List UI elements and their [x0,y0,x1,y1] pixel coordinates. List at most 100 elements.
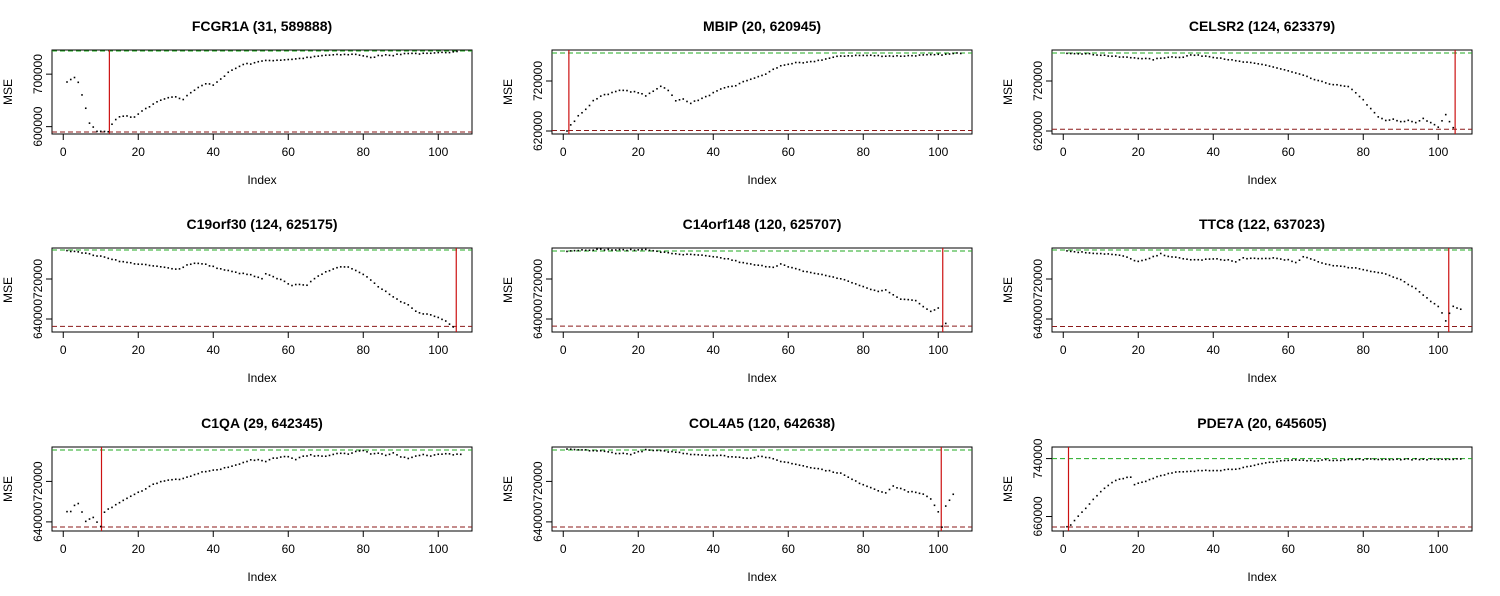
data-point [1264,257,1267,260]
data-point [418,312,421,314]
data-point [693,253,696,256]
data-point [1354,458,1357,461]
data-point [1159,57,1162,60]
data-point [1152,59,1155,61]
data-point [686,253,688,256]
data-point [1238,60,1241,63]
data-point [899,298,902,300]
data-point [798,464,801,466]
data-point [1197,54,1200,56]
data-point [291,284,293,287]
data-point [377,285,380,288]
data-point [212,469,215,471]
data-point [201,471,203,473]
data-point [1118,478,1121,480]
data-point [1347,266,1350,269]
data-point [309,56,312,59]
data-point [1227,258,1230,261]
data-point [794,463,797,466]
data-point [77,81,80,84]
data-point [599,248,602,250]
data-point [261,459,263,462]
data-point [1287,459,1290,462]
data-point [1426,120,1428,122]
data-point [1069,52,1072,55]
data-point [929,498,932,500]
data-point [313,455,316,457]
data-point [1137,260,1140,263]
data-point [1223,468,1226,471]
y-tick-label: 720000 [31,461,45,501]
data-point [298,456,301,459]
data-point [614,452,617,455]
data-point [399,53,402,56]
data-point [1444,320,1447,322]
data-point [573,120,576,123]
data-point [1201,469,1203,472]
data-point [1291,260,1293,263]
data-point [873,54,876,57]
data-point [1171,56,1173,58]
data-point [824,274,827,277]
plot-frame [551,247,973,333]
data-point [708,94,711,97]
data-point [351,53,353,56]
data-point [723,257,726,260]
data-point [862,54,865,57]
data-point [802,465,805,467]
data-point [403,52,406,55]
data-point [103,511,106,514]
data-point [948,499,951,502]
data-point [1418,458,1421,461]
data-point [369,279,372,281]
data-point [911,54,913,57]
data-point [903,55,906,57]
y-axis-label: MSE [501,79,515,105]
data-point [1126,476,1128,479]
data-point [1294,459,1297,461]
plot-frame [51,49,473,135]
data-point [873,488,876,490]
data-point [1426,458,1428,461]
data-point [761,74,763,77]
data-point [671,450,673,453]
data-point [614,249,617,251]
data-point [279,278,282,281]
panel-2: MBIP (20, 620945) 0 20 40 60 80 100 Index 620000… [501,18,973,187]
data-point [429,314,432,316]
data-point [1396,119,1398,122]
data-point [1201,55,1203,57]
data-point [1156,254,1158,257]
x-tick-label: 20 [632,542,646,556]
data-point [753,264,756,266]
data-point [411,307,413,309]
data-point [1268,65,1271,67]
data-point [201,263,203,265]
data-point [1197,469,1200,472]
data-point [622,248,625,251]
data-point [858,54,861,57]
data-point [429,455,432,457]
data-point [1118,254,1121,257]
data-point [1302,74,1305,76]
data-point [1339,459,1342,462]
data-point [242,272,245,275]
data-point [148,485,151,488]
data-point [167,96,170,99]
data-point [92,516,95,519]
data-point [689,453,692,456]
data-point [686,452,688,455]
data-point [73,504,76,507]
data-point [779,460,782,463]
data-point [899,487,902,490]
panel-title: MBIP (20, 620945) [703,18,821,34]
data-point [1163,254,1166,257]
data-point [1092,252,1095,255]
x-tick-label: 40 [707,343,721,357]
data-point [1298,459,1301,462]
data-point [892,293,895,296]
data-point [1189,470,1192,473]
data-point [1279,459,1282,462]
x-tick-label: 60 [782,343,796,357]
data-point [1129,56,1132,59]
